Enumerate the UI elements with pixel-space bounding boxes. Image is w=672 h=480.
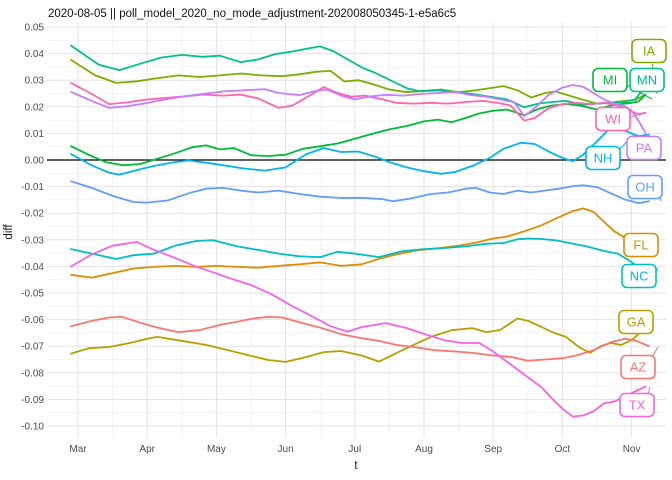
state-label-text-AZ: AZ [630,360,647,375]
state-label-WI: WI [595,106,631,132]
chart-title: 2020-08-05 || poll_model_2020_no_mode_ad… [48,8,456,20]
series-line-TX [70,240,647,418]
state-label-box-TX [619,392,655,418]
state-label-MN: MN [629,67,665,93]
y-tick--0.09: -0.09 [21,395,44,406]
y-axis-tick-labels: 0.05 0.04 0.03 0.02 0.01 0.00 -0.01 -0.02 -0.03 -… [21,23,44,433]
state-label-box-MN [629,67,665,93]
state-label-PA: PA [626,135,662,161]
y-tick--0.10: -0.10 [21,422,44,433]
y-axis-title: diff [3,224,15,240]
y-tick--0.01: -0.01 [21,182,44,193]
state-label-box-FL [623,232,659,258]
y-tick--0.06: -0.06 [21,315,44,326]
series-line-IA [70,59,647,105]
state-label-NH: NH [585,145,621,171]
state-label-box-WI [595,106,631,132]
x-tick-Jul: Jul [348,444,361,455]
series-line-GA [70,317,650,363]
x-tick-Mar: Mar [69,444,87,455]
y-tick-0.05: 0.05 [25,23,45,34]
state-label-GA: GA [618,309,654,335]
x-tick-Apr: Apr [139,444,155,455]
x-axis-tick-labels: Mar Apr May Jun Jul Aug Sep Oct Nov [69,444,640,455]
label-callout-WI [631,112,647,118]
series-line-NC [70,237,650,270]
series-line-MN [70,44,652,109]
state-label-MI: MI [592,67,628,93]
state-label-text-TX: TX [629,398,646,413]
y-tick--0.02: -0.02 [21,209,44,220]
y-tick-0.01: 0.01 [25,129,45,140]
x-tick-Oct: Oct [555,444,571,455]
series-line-OH [70,180,650,205]
y-tick--0.05: -0.05 [21,289,44,300]
grid-major-lines [47,22,666,438]
state-label-text-MI: MI [603,73,617,88]
series-line-NH [70,126,650,176]
state-label-text-MN: MN [637,73,657,88]
state-label-box-MI [592,67,628,93]
x-tick-Nov: Nov [623,444,641,455]
x-tick-Aug: Aug [415,444,433,455]
y-tick-0.04: 0.04 [25,49,45,60]
y-tick--0.08: -0.08 [21,368,44,379]
state-label-text-GA: GA [627,315,646,330]
x-tick-Jun: Jun [278,444,294,455]
state-label-text-WI: WI [605,112,621,127]
state-label-TX: TX [619,392,655,418]
x-tick-Sep: Sep [484,444,502,455]
state-label-text-FL: FL [633,238,648,253]
x-axis-title: t [354,460,358,472]
series-line-AZ [70,315,650,362]
series-line-FL [70,207,647,279]
series-line-PA [70,84,647,134]
state-label-box-NH [585,145,621,171]
series-lines [70,44,652,418]
y-tick--0.07: -0.07 [21,342,44,353]
state-label-box-AZ [620,354,656,380]
state-label-box-PA [626,135,662,161]
state-label-NC: NC [621,263,657,289]
state-label-text-NH: NH [594,151,613,166]
state-label-AZ: AZ [620,354,656,380]
state-label-box-NC [621,263,657,289]
x-tick-May: May [207,444,226,455]
state-label-IA: IA [631,38,667,64]
state-label-text-PA: PA [636,141,653,156]
state-labels: IA MN MI WI PA NH OH FL NC GA AZ TX [585,38,667,418]
state-label-text-IA: IA [643,44,656,59]
y-tick--0.03: -0.03 [21,235,44,246]
state-label-box-IA [631,38,667,64]
state-label-text-NC: NC [630,269,649,284]
series-line-MI [70,93,647,167]
y-tick-0.03: 0.03 [25,76,45,87]
y-tick-0.00: 0.00 [25,156,45,167]
y-tick-0.02: 0.02 [25,102,45,113]
state-label-OH: OH [627,174,663,200]
state-label-box-GA [618,309,654,335]
state-label-box-OH [627,174,663,200]
y-tick--0.04: -0.04 [21,262,44,273]
state-label-FL: FL [623,232,659,258]
state-label-text-OH: OH [635,180,655,195]
